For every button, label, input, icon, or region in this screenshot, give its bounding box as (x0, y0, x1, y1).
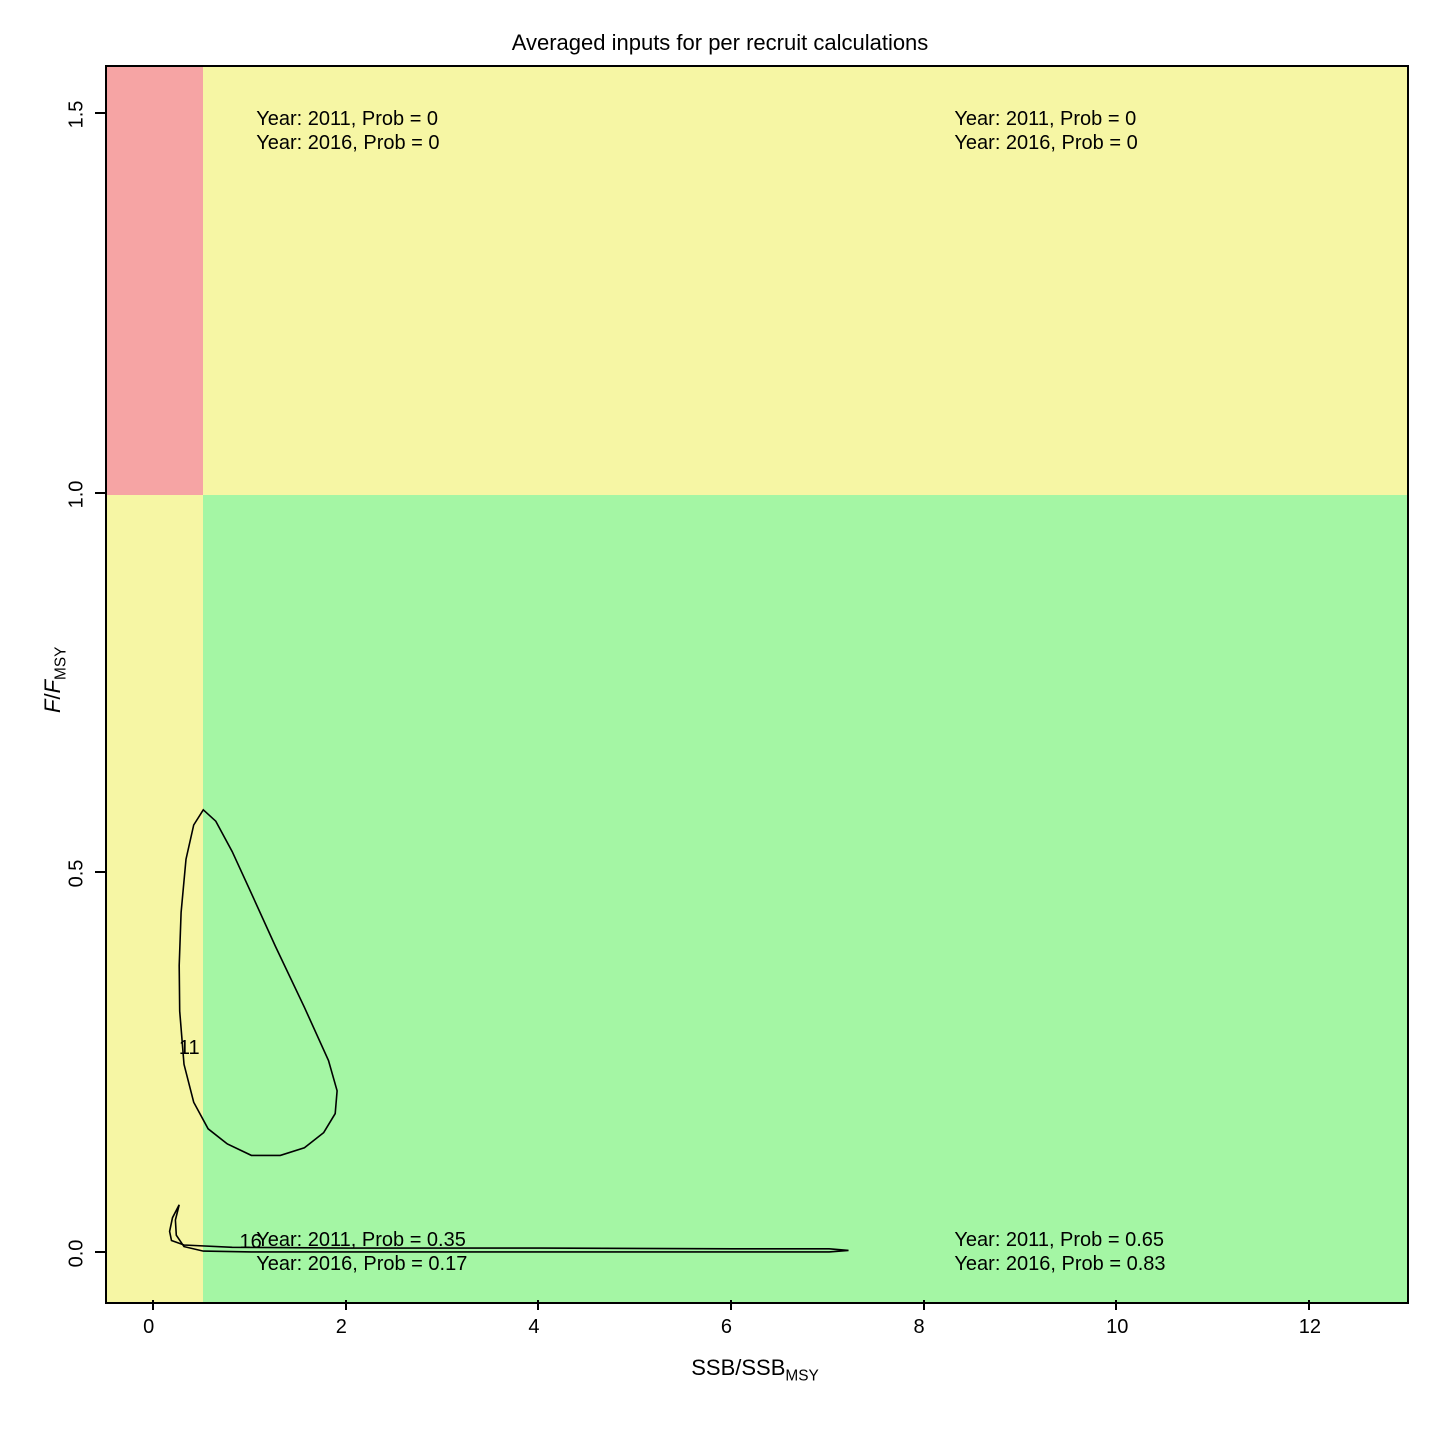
x-tick-mark (1308, 1300, 1310, 1310)
plot-area: Year: 2011, Prob = 0 Year: 2016, Prob = … (105, 65, 1409, 1304)
quadrant-top-left (107, 67, 203, 495)
x-tick-label: 2 (336, 1316, 347, 1339)
x-tick-label: 0 (143, 1316, 154, 1339)
x-tick-label: 10 (1106, 1316, 1128, 1339)
annotation-line: Year: 2016, Prob = 0.83 (954, 1252, 1165, 1276)
chart-container: Averaged inputs for per recruit calculat… (0, 0, 1440, 1440)
x-tick-label: 6 (721, 1316, 732, 1339)
annotation-bottom-right: Year: 2011, Prob = 0.65 Year: 2016, Prob… (954, 1228, 1165, 1276)
y-tick-mark (95, 871, 105, 873)
x-tick-mark (730, 1300, 732, 1310)
y-axis-label-sub: MSY (52, 646, 69, 679)
x-tick-mark (152, 1300, 154, 1310)
contour-label: 16 (240, 1231, 262, 1254)
y-tick-mark (95, 1251, 105, 1253)
y-axis-label-f1: F (40, 699, 65, 712)
y-tick-label: 0.0 (65, 1240, 88, 1268)
annotation-line: Year: 2016, Prob = 0.17 (256, 1252, 467, 1276)
x-tick-mark (345, 1300, 347, 1310)
annotation-line: Year: 2011, Prob = 0.65 (954, 1228, 1165, 1252)
x-tick-label: 4 (528, 1316, 539, 1339)
chart-title: Averaged inputs for per recruit calculat… (0, 30, 1440, 56)
x-axis-label: SSB/SSBMSY (105, 1355, 1405, 1385)
x-axis-label-sub: MSY (785, 1367, 818, 1384)
annotation-line: Year: 2011, Prob = 0 (954, 107, 1137, 131)
x-tick-label: 8 (914, 1316, 925, 1339)
x-tick-mark (1115, 1300, 1117, 1310)
contour-label: 11 (179, 1037, 200, 1060)
y-axis-label: F/FMSY (40, 646, 70, 712)
annotation-top-left: Year: 2011, Prob = 0 Year: 2016, Prob = … (256, 107, 439, 155)
quadrant-bottom-right (203, 495, 1407, 1302)
x-axis-label-main: SSB/SSB (691, 1355, 785, 1380)
annotation-line: Year: 2016, Prob = 0 (954, 131, 1137, 155)
y-tick-mark (95, 492, 105, 494)
y-tick-label: 0.5 (65, 860, 88, 888)
quadrant-bottom-left (107, 495, 203, 1302)
annotation-line: Year: 2016, Prob = 0 (256, 131, 439, 155)
y-tick-label: 1.0 (65, 480, 88, 508)
y-axis-label-f2: F (40, 679, 65, 692)
y-axis-label-slash: / (40, 693, 65, 699)
x-tick-mark (537, 1300, 539, 1310)
annotation-line: Year: 2011, Prob = 0 (256, 107, 439, 131)
annotation-top-right: Year: 2011, Prob = 0 Year: 2016, Prob = … (954, 107, 1137, 155)
x-tick-mark (923, 1300, 925, 1310)
x-tick-label: 12 (1299, 1316, 1321, 1339)
y-tick-mark (95, 112, 105, 114)
y-tick-label: 1.5 (65, 100, 88, 128)
annotation-line: Year: 2011, Prob = 0.35 (256, 1228, 467, 1252)
annotation-bottom-left: Year: 2011, Prob = 0.35 Year: 2016, Prob… (256, 1228, 467, 1276)
